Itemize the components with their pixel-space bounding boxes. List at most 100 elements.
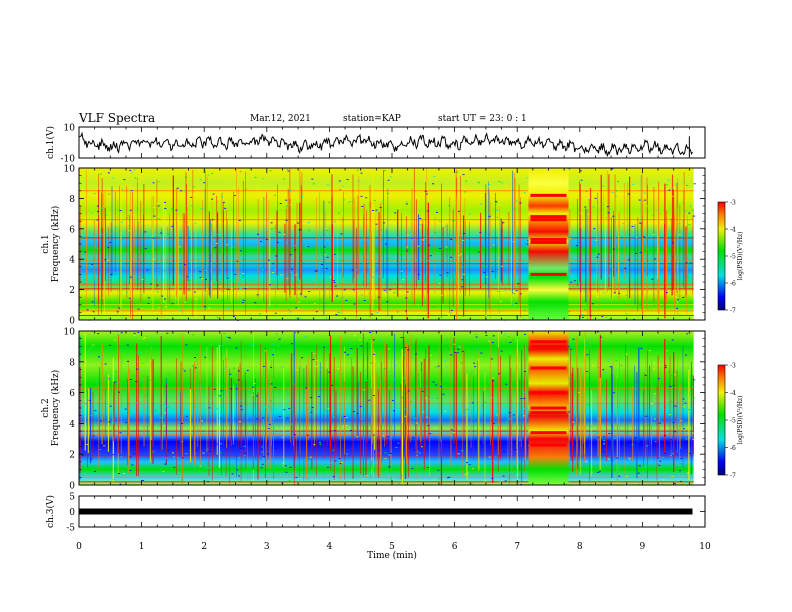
noise-speckle (93, 444, 96, 446)
noise-speckle (597, 417, 600, 419)
noise-speckle (505, 460, 508, 462)
noise-speckle (574, 394, 577, 396)
noise-speckle (175, 209, 178, 211)
noise-speckle (90, 414, 93, 416)
noise-speckle (123, 460, 126, 462)
noise-speckle (426, 472, 429, 474)
noise-speckle (145, 274, 148, 276)
noise-speckle (567, 378, 570, 380)
noise-speckle (497, 353, 500, 355)
noise-speckle (275, 333, 278, 335)
noise-speckle (667, 179, 670, 181)
noise-speckle (669, 386, 672, 388)
noise-speckle (358, 384, 361, 386)
noise-speckle (278, 338, 281, 340)
noise-speckle (284, 206, 287, 208)
noise-speckle (508, 412, 511, 414)
noise-speckle (261, 446, 264, 448)
noise-speckle (503, 458, 506, 460)
noise-speckle (97, 333, 100, 335)
noise-speckle (133, 335, 136, 337)
noise-speckle (584, 206, 587, 208)
noise-speckle (312, 359, 315, 361)
noise-speckle (314, 270, 317, 272)
y-tick-label: 4 (69, 420, 75, 430)
noise-speckle (260, 467, 263, 469)
noise-speckle (313, 302, 316, 304)
noise-speckle (664, 367, 667, 369)
noise-speckle (692, 432, 695, 434)
noise-speckle (419, 224, 422, 226)
noise-speckle (491, 342, 494, 344)
noise-speckle (658, 464, 661, 466)
noise-speckle (311, 178, 314, 180)
noise-speckle (612, 248, 615, 250)
noise-speckle (390, 478, 393, 480)
noise-speckle (426, 385, 429, 387)
noise-speckle (465, 462, 468, 464)
noise-speckle (147, 297, 150, 299)
noise-speckle (477, 181, 480, 183)
noise-speckle (523, 371, 526, 373)
noise-speckle (508, 240, 511, 242)
noise-speckle (692, 386, 695, 388)
noise-speckle (94, 410, 97, 412)
noise-speckle (415, 281, 418, 283)
noise-speckle (495, 414, 498, 416)
noise-speckle (360, 345, 363, 347)
noise-speckle (503, 451, 506, 453)
noise-speckle (654, 258, 657, 260)
noise-speckle (652, 368, 655, 370)
colorbar-tick-label: -5 (730, 254, 736, 261)
ch2-spectrogram-ylabel: ch.2Frequency (kHz) (41, 370, 61, 447)
noise-speckle (625, 313, 628, 315)
noise-speckle (350, 259, 353, 261)
noise-speckle (239, 195, 242, 197)
noise-speckle (287, 173, 290, 175)
noise-speckle (485, 276, 488, 278)
noise-speckle (233, 367, 236, 369)
noise-speckle (485, 314, 488, 316)
y-tick-label: -10 (61, 155, 76, 165)
noise-speckle (226, 277, 229, 279)
noise-speckle (523, 333, 526, 335)
noise-speckle (685, 481, 688, 483)
noise-speckle (416, 454, 419, 456)
noise-speckle (163, 404, 166, 406)
ch1-waveform (78, 131, 693, 157)
noise-speckle (658, 212, 661, 214)
noise-speckle (84, 403, 87, 405)
noise-speckle (685, 438, 688, 440)
noise-speckle (605, 217, 608, 219)
noise-speckle (101, 388, 104, 390)
noise-speckle (337, 311, 340, 313)
noise-speckle (120, 456, 123, 458)
noise-speckle (331, 384, 334, 386)
noise-speckle (405, 201, 408, 203)
noise-speckle (406, 234, 409, 236)
noise-speckle (292, 346, 295, 348)
noise-speckle (512, 414, 515, 416)
noise-speckle (607, 275, 610, 277)
noise-speckle (478, 234, 481, 236)
noise-speckle (402, 354, 405, 356)
noise-speckle (612, 293, 615, 295)
noise-speckle (686, 185, 689, 187)
y-tick-label: 6 (69, 389, 75, 399)
disturbance-band (530, 366, 567, 370)
noise-speckle (111, 421, 114, 423)
noise-speckle (290, 288, 293, 290)
noise-speckle (200, 208, 203, 210)
noise-speckle (375, 274, 378, 276)
noise-speckle (445, 366, 448, 368)
noise-speckle (328, 371, 331, 373)
noise-speckle (351, 269, 354, 271)
noise-speckle (290, 343, 293, 345)
noise-speckle (295, 369, 298, 371)
noise-speckle (119, 483, 122, 485)
noise-speckle (434, 366, 437, 368)
noise-speckle (613, 292, 616, 294)
noise-speckle (581, 316, 584, 318)
noise-speckle (394, 212, 397, 214)
noise-speckle (185, 480, 188, 482)
